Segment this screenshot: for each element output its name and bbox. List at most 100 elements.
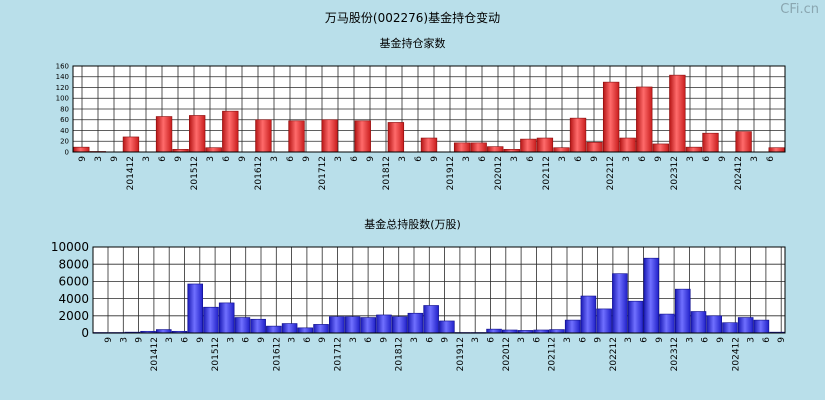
x-tick-label: 9 bbox=[104, 337, 114, 343]
y-tick-label: 6000 bbox=[58, 275, 89, 289]
x-tick-label: 9 bbox=[366, 156, 376, 162]
x-tick-label: 3 bbox=[165, 337, 175, 343]
x-tick-label: 3 bbox=[750, 156, 760, 162]
x-tick-label: 202012 bbox=[502, 337, 512, 371]
bar bbox=[690, 311, 707, 334]
x-tick-label: 3 bbox=[334, 156, 344, 162]
y-tick-label: 60 bbox=[60, 116, 69, 124]
x-tick-label: 3 bbox=[517, 337, 527, 343]
x-tick-label: 3 bbox=[686, 156, 696, 162]
bar bbox=[155, 116, 173, 153]
bar bbox=[685, 146, 703, 153]
y-tick-label: 0 bbox=[81, 326, 89, 340]
bar bbox=[564, 319, 581, 334]
x-tick-label: 201712 bbox=[318, 156, 328, 190]
x-tick-label: 6 bbox=[526, 156, 536, 162]
bar bbox=[636, 86, 653, 153]
x-tick-label: 9 bbox=[594, 337, 604, 343]
x-tick-label: 9 bbox=[441, 337, 451, 343]
y-tick-label: 100 bbox=[56, 95, 69, 103]
x-tick-label: 3 bbox=[398, 156, 408, 162]
bar bbox=[675, 288, 691, 334]
y-tick-label: 140 bbox=[56, 73, 69, 81]
bar bbox=[250, 318, 266, 334]
bar bbox=[702, 132, 719, 153]
plot-border bbox=[72, 65, 786, 153]
x-tick-label: 9 bbox=[654, 156, 664, 162]
bar bbox=[344, 316, 361, 334]
x-tick-label: 202012 bbox=[494, 156, 504, 190]
y-tick-label: 10000 bbox=[51, 240, 89, 254]
x-tick-label: 202212 bbox=[609, 337, 619, 371]
bar bbox=[122, 136, 140, 153]
bar bbox=[266, 325, 282, 334]
x-tick-label: 9 bbox=[655, 337, 665, 343]
x-tick-label: 3 bbox=[510, 156, 520, 162]
bar bbox=[387, 122, 405, 153]
bar bbox=[612, 273, 628, 334]
bar bbox=[281, 323, 298, 334]
plot-border bbox=[92, 246, 786, 334]
bar bbox=[189, 115, 206, 153]
x-tick-label: 3 bbox=[288, 337, 298, 343]
y-tick-label: 120 bbox=[56, 84, 69, 92]
x-tick-label: 3 bbox=[410, 337, 420, 343]
bar bbox=[187, 283, 203, 334]
x-tick-label: 3 bbox=[349, 337, 359, 343]
x-tick-label: 3 bbox=[563, 337, 573, 343]
x-tick-label: 6 bbox=[638, 156, 648, 162]
bar bbox=[439, 320, 455, 334]
x-tick-label: 3 bbox=[624, 337, 634, 343]
bar bbox=[360, 317, 376, 334]
x-tick-label: 3 bbox=[142, 156, 152, 162]
bar bbox=[203, 306, 219, 334]
x-tick-label: 6 bbox=[286, 156, 296, 162]
x-tick-label: 9 bbox=[718, 156, 728, 162]
x-tick-label: 6 bbox=[242, 337, 252, 343]
x-tick-label: 6 bbox=[222, 156, 232, 162]
bar bbox=[602, 81, 620, 153]
x-tick-label: 6 bbox=[303, 337, 313, 343]
y-tick-label: 2000 bbox=[58, 309, 89, 323]
x-tick-label: 201512 bbox=[211, 337, 221, 371]
watermark-logo: CFi.cn bbox=[780, 2, 819, 17]
x-tick-label: 201412 bbox=[150, 337, 160, 371]
bar bbox=[313, 324, 329, 334]
bar bbox=[580, 295, 597, 334]
x-tick-label: 3 bbox=[558, 156, 568, 162]
y-tick-label: 80 bbox=[60, 105, 69, 113]
x-tick-label: 201512 bbox=[190, 156, 200, 190]
x-tick-label: 9 bbox=[379, 337, 389, 343]
bar bbox=[255, 119, 272, 153]
bar bbox=[549, 329, 565, 334]
x-tick-label: 3 bbox=[747, 337, 757, 343]
x-tick-label: 202412 bbox=[731, 337, 741, 371]
x-tick-label: 6 bbox=[487, 337, 497, 343]
x-tick-label: 6 bbox=[701, 337, 711, 343]
x-tick-label: 9 bbox=[302, 156, 312, 162]
chart-title: 基金总持股数(万股) bbox=[364, 217, 461, 231]
x-tick-label: 6 bbox=[702, 156, 712, 162]
x-tick-label: 6 bbox=[578, 337, 588, 343]
x-tick-label: 3 bbox=[685, 337, 695, 343]
bar bbox=[470, 142, 487, 153]
bar bbox=[486, 328, 502, 334]
y-tick-label: 20 bbox=[60, 138, 69, 146]
bar bbox=[376, 314, 392, 334]
page-title: 万马股份(002276)基金持仓变动 bbox=[324, 11, 501, 25]
x-tick-label: 202212 bbox=[606, 156, 616, 190]
x-tick-label: 3 bbox=[270, 156, 280, 162]
bar bbox=[520, 138, 537, 153]
chart-title: 基金持仓家数 bbox=[380, 36, 446, 50]
x-tick-label: 6 bbox=[350, 156, 360, 162]
bar bbox=[288, 120, 305, 153]
bar bbox=[753, 319, 770, 334]
bar bbox=[722, 322, 738, 334]
x-tick-label: 3 bbox=[206, 156, 216, 162]
bar bbox=[596, 308, 612, 334]
x-tick-label: 9 bbox=[238, 156, 248, 162]
x-tick-label: 202412 bbox=[734, 156, 744, 190]
x-tick-label: 6 bbox=[640, 337, 650, 343]
x-tick-label: 201612 bbox=[254, 156, 264, 190]
x-tick-label: 201612 bbox=[272, 337, 282, 371]
